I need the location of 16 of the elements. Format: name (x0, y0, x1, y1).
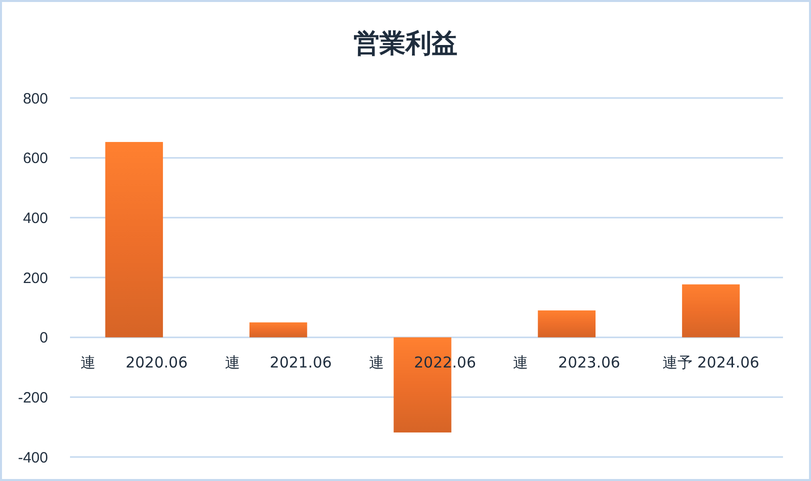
x-tick-label: 連 2020.06 (80, 353, 188, 372)
chart-title: 営業利益 (354, 29, 458, 59)
y-tick-label: -200 (18, 389, 48, 406)
y-tick-label: 800 (22, 90, 48, 108)
x-tick-label: 連 2021.06 (224, 353, 332, 372)
bar (682, 284, 740, 338)
y-tick-label: 200 (22, 270, 48, 287)
y-tick-label: 600 (22, 150, 48, 168)
y-tick-label: -400 (18, 449, 48, 466)
y-tick-label: 400 (22, 210, 48, 227)
x-tick-label: 連 2023.06 (513, 353, 620, 372)
bar (538, 310, 596, 338)
bar (105, 142, 163, 338)
x-tick-label: 連予 2024.06 (662, 353, 760, 372)
bar (249, 322, 308, 338)
y-tick-label: 0 (40, 330, 48, 347)
